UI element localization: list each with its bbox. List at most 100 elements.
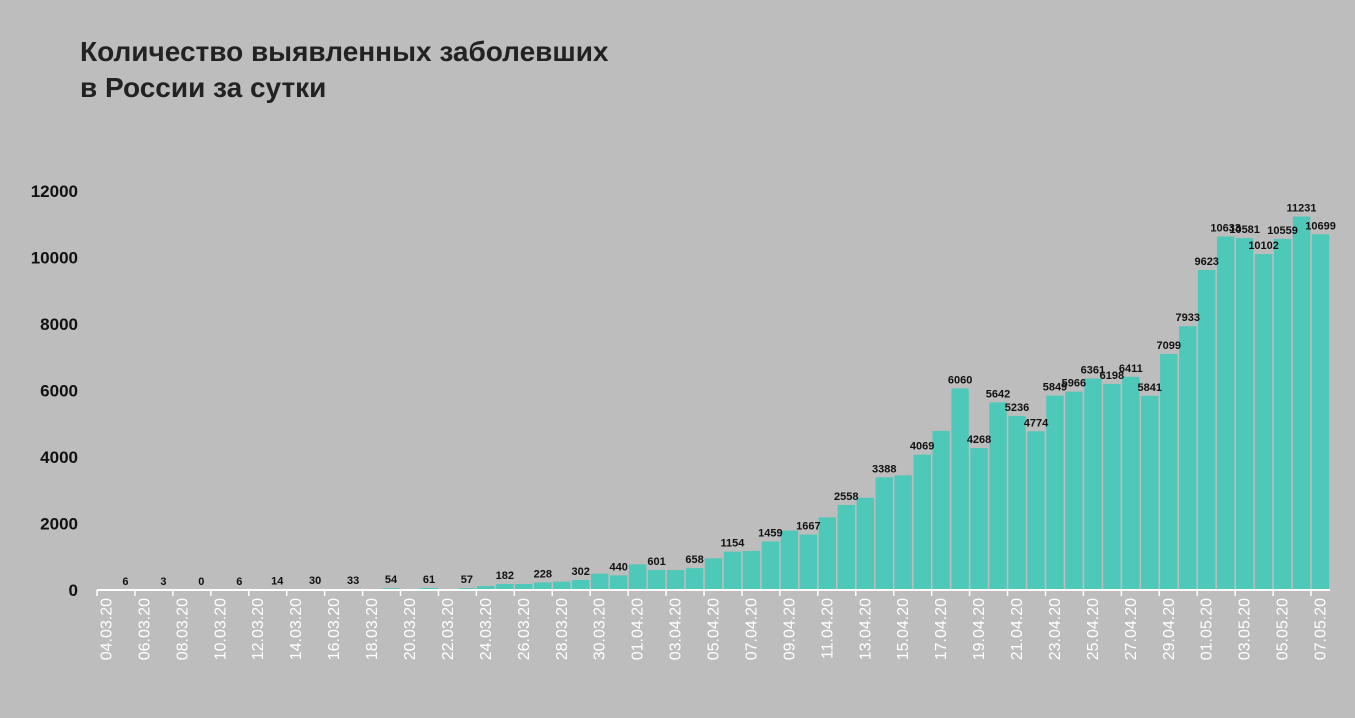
data-label: 5966 (1062, 378, 1086, 390)
bar (723, 551, 742, 590)
data-label: 4268 (967, 434, 991, 446)
data-label: 10581 (1229, 224, 1260, 236)
bar (1008, 415, 1026, 590)
data-label: 10102 (1248, 240, 1279, 252)
data-label: 2558 (834, 491, 858, 503)
x-tick-label: 11.04.20 (819, 598, 836, 659)
bar (989, 402, 1007, 590)
chart-title-line-2: в России за сутки (80, 72, 327, 103)
x-tick-label: 20.03.20 (402, 598, 419, 660)
x-tick-label: 17.04.20 (933, 598, 950, 660)
x-tick-label: 30.03.20 (592, 598, 609, 660)
bar (553, 581, 571, 590)
bar (1179, 326, 1197, 590)
bar (856, 497, 874, 590)
y-tick-label: 0 (69, 581, 78, 600)
x-tick-label: 04.03.20 (98, 598, 115, 660)
bar (1254, 254, 1273, 591)
data-label: 14 (271, 576, 284, 588)
x-tick-label: 19.04.20 (971, 598, 988, 660)
data-label: 6 (236, 576, 242, 588)
data-label: 30 (309, 575, 321, 587)
data-label: 3 (160, 576, 166, 588)
x-tick-label: 15.04.20 (895, 598, 912, 660)
data-label: 6 (122, 576, 128, 588)
x-tick-label: 14.03.20 (288, 598, 305, 660)
x-tick-label: 22.03.20 (440, 598, 457, 660)
bar (951, 388, 969, 590)
bar (609, 575, 628, 590)
bar (1311, 234, 1330, 590)
bar (1084, 378, 1102, 590)
bar (1103, 383, 1121, 590)
bar (932, 430, 950, 590)
bar (515, 584, 533, 590)
x-tick-label: 21.04.20 (1009, 598, 1026, 660)
data-label: 1667 (796, 521, 820, 533)
data-label: 440 (609, 561, 627, 573)
y-tick-label: 10000 (31, 249, 78, 268)
bar (1160, 353, 1178, 590)
bar (818, 517, 836, 590)
x-tick-label: 03.04.20 (668, 598, 685, 660)
x-tick-label: 13.04.20 (857, 598, 874, 660)
bar (799, 534, 818, 590)
bar (1065, 391, 1083, 590)
chart-title-line-1: Количество выявленных заболевших (80, 36, 609, 67)
bar (1122, 376, 1140, 590)
x-tick-label: 25.04.20 (1085, 598, 1102, 660)
bar (572, 579, 590, 590)
data-label: 10699 (1305, 220, 1336, 232)
x-tick-label: 23.04.20 (1047, 598, 1064, 660)
y-tick-label: 2000 (40, 515, 78, 534)
data-label: 5236 (1005, 402, 1029, 414)
data-label: 4774 (1024, 417, 1049, 429)
data-label: 4069 (910, 441, 934, 453)
data-label: 6198 (1100, 370, 1124, 382)
y-tick-label: 4000 (40, 448, 78, 467)
data-label: 5841 (1138, 382, 1162, 394)
data-label: 10633 (1210, 222, 1241, 234)
bar (534, 582, 552, 590)
bar (894, 475, 912, 590)
bar (742, 550, 761, 590)
data-label: 5849 (1043, 382, 1067, 394)
bar (666, 570, 685, 590)
y-tick-label: 12000 (31, 182, 78, 201)
data-label: 7099 (1157, 340, 1181, 352)
bar (1027, 431, 1045, 590)
bar (591, 573, 609, 590)
x-tick-label: 27.04.20 (1123, 598, 1140, 660)
bar (1141, 395, 1159, 590)
x-tick-label: 07.05.20 (1313, 598, 1330, 660)
x-tick-label: 26.03.20 (516, 598, 533, 660)
data-label: 33 (347, 575, 359, 587)
bar (420, 587, 438, 590)
data-label: 302 (572, 566, 590, 578)
bar (685, 568, 704, 590)
bar-series (116, 216, 1330, 591)
x-tick-label: 01.04.20 (630, 598, 647, 660)
data-label: 5642 (986, 388, 1010, 400)
data-label: 10559 (1267, 225, 1298, 237)
bar (1235, 238, 1254, 590)
chart-title: Количество выявленных заболевших в Росси… (80, 34, 609, 106)
data-label: 1459 (758, 527, 782, 539)
data-label: 6411 (1119, 363, 1143, 375)
data-label: 6361 (1081, 365, 1105, 377)
data-label: 0 (198, 576, 204, 588)
y-tick-label: 8000 (40, 315, 78, 334)
x-tick-label: 18.03.20 (364, 598, 381, 660)
data-label: 7933 (1175, 312, 1199, 324)
data-label: 61 (423, 574, 435, 586)
bar (1216, 236, 1235, 590)
data-label: 182 (496, 570, 514, 582)
data-label: 54 (385, 574, 398, 586)
bar (875, 477, 893, 590)
data-label: 658 (685, 554, 703, 566)
data-label: 228 (534, 568, 552, 580)
x-tick-label: 08.03.20 (174, 598, 191, 660)
bar (913, 454, 931, 590)
bar (970, 448, 988, 590)
